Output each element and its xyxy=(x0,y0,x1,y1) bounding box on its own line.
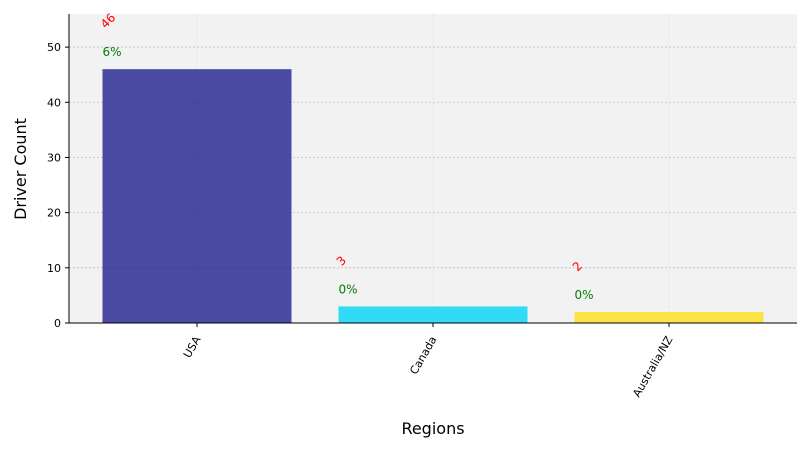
bars-group xyxy=(102,69,764,323)
data-labels-group: 6%460%30%2 xyxy=(98,11,594,302)
y-ticks-group: 0 10 20 30 40 50 xyxy=(47,41,69,330)
percent-label: 0% xyxy=(339,282,358,296)
y-tick-label: 20 xyxy=(47,207,61,220)
x-ticks-group: USA Canada Australia/NZ xyxy=(181,323,676,400)
percent-label: 6% xyxy=(103,45,122,59)
y-tick-label: 50 xyxy=(47,41,61,54)
x-tick-label: USA xyxy=(181,334,204,361)
bar xyxy=(574,311,764,323)
bar xyxy=(102,69,292,323)
x-axis-title: Regions xyxy=(401,419,464,438)
y-tick-label: 40 xyxy=(47,96,61,109)
y-tick-label: 10 xyxy=(47,262,61,275)
y-tick-label: 0 xyxy=(54,317,61,330)
x-tick-label: Canada xyxy=(407,334,439,377)
x-tick-label: Australia/NZ xyxy=(630,334,676,400)
y-axis-title: Driver Count xyxy=(11,118,30,220)
bar xyxy=(338,306,528,323)
percent-label: 0% xyxy=(575,288,594,302)
y-tick-label: 30 xyxy=(47,151,61,164)
